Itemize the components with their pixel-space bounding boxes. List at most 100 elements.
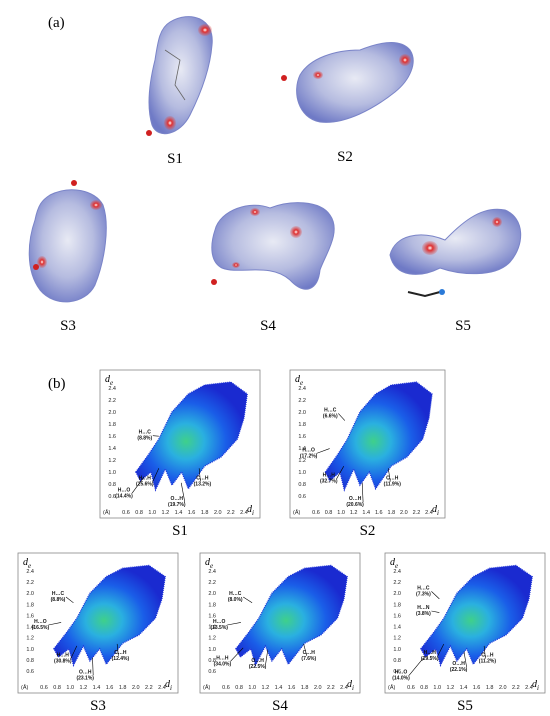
molecule-label: S5 [455, 318, 471, 334]
x-tick-label: 2.0 [314, 685, 322, 691]
contact-percent: (13.2%) [194, 482, 212, 488]
y-tick-label: 1.6 [208, 613, 216, 619]
contact-percent: (22.5%) [249, 664, 267, 670]
y-tick-label: 0.6 [208, 669, 216, 675]
contact-percent: (14.4%) [115, 493, 133, 499]
x-tick-label: 2.2 [227, 510, 235, 516]
axis-symbol: d [23, 557, 29, 568]
contact-label: H…H [323, 473, 336, 479]
contact-label: O…H [79, 669, 92, 675]
x-axis-label: di [432, 504, 439, 517]
arrow [152, 435, 159, 437]
y-tick-label: 2.2 [108, 398, 116, 404]
plot-label: S1 [172, 523, 188, 539]
hirshfeld-surface [28, 180, 107, 303]
x-tick-label: 1.0 [337, 510, 345, 516]
y-tick-label: 2.0 [26, 591, 34, 597]
contact-label: H…C [417, 585, 430, 591]
x-tick-label: 1.8 [388, 510, 396, 516]
x-tick-label: 1.0 [248, 685, 256, 691]
x-axis-label: di [532, 679, 539, 692]
x-tick-label: 0.6 [312, 510, 320, 516]
axis-symbol: d [247, 504, 253, 515]
x-tick-label: 1.4 [460, 685, 468, 691]
x-tick-label: 0.6 [222, 685, 230, 691]
y-tick-label: 1.0 [26, 647, 34, 653]
fingerprint-scatter [420, 564, 533, 668]
x-tick-label: 0.8 [135, 510, 143, 516]
contact-percent: (23.1%) [76, 675, 94, 681]
y-tick-label: 2.4 [108, 386, 116, 392]
molecule-label: S1 [167, 151, 183, 167]
contact-percent: (17.2%) [300, 453, 318, 459]
y-tick-label: 1.2 [26, 636, 34, 642]
fingerprint-plot: 0.6 0.8 1.0 1.2 1.4 1.6 1.8 2.0 2.2 2.4 0.6 0.8 1.0 1… [17, 552, 179, 714]
arrow [65, 596, 74, 604]
x-tick-label: 1.8 [119, 685, 127, 691]
panel-label: (a) [48, 15, 65, 31]
x-tick-label: 2.4 [240, 510, 248, 516]
x-tick-label: 1.4 [175, 510, 183, 516]
x-tick-label: 1.2 [162, 510, 170, 516]
x-tick-label: 0.8 [420, 685, 428, 691]
axis-subscript: i [352, 684, 354, 692]
arrow [227, 622, 241, 626]
x-tick-label: 1.4 [275, 685, 283, 691]
y-tick-label: 2.4 [298, 386, 306, 392]
arrow [48, 622, 62, 626]
fingerprint-plot: 0.6 0.8 1.0 1.2 1.4 1.6 1.8 2.0 2.2 2.4 0.6 0.8 1.0 1… [289, 369, 446, 539]
y-tick-label: 1.2 [208, 636, 216, 642]
contact-label: H…C [139, 430, 152, 436]
contact-label: C…H [481, 653, 494, 659]
contact-percent: (19.7%) [168, 502, 186, 508]
axis-subscript: e [300, 379, 303, 387]
contact-label: C…H [386, 476, 399, 482]
y-tick-label: 0.8 [208, 658, 216, 664]
arrow [361, 482, 364, 503]
y-tick-label: 2.4 [393, 569, 401, 575]
x-tick-label: 1.4 [362, 510, 370, 516]
y-tick-label: 1.8 [208, 602, 216, 608]
y-tick-label: 1.4 [298, 446, 306, 452]
x-tick-label: 1.6 [106, 685, 114, 691]
contact-percent: (3.8%) [416, 611, 431, 617]
y-tick-label: 1.6 [298, 434, 306, 440]
x-tick-label: 1.2 [447, 685, 455, 691]
y-tick-label: 0.8 [298, 482, 306, 488]
molecule-label: S2 [337, 149, 353, 165]
fingerprint-plot: 0.6 0.8 1.0 1.2 1.4 1.6 1.8 2.0 2.2 2.4 0.6 0.8 1.0 1… [384, 552, 546, 714]
y-axis-label: de [295, 374, 303, 387]
y-tick-label: 1.8 [393, 602, 401, 608]
arrow [131, 476, 145, 494]
axis-subscript: e [28, 562, 31, 570]
molecule-label: S3 [60, 318, 76, 334]
x-tick-label: 1.8 [486, 685, 494, 691]
arrow [431, 610, 440, 613]
axis-unit: (Å) [103, 509, 111, 516]
x-tick-label: 1.0 [66, 685, 74, 691]
y-tick-label: 0.6 [393, 669, 401, 675]
arrow [70, 645, 78, 659]
y-tick-label: 0.6 [298, 494, 306, 500]
y-tick-label: 1.8 [108, 422, 116, 428]
plot-label: S5 [457, 698, 473, 714]
x-tick-label: 0.6 [407, 685, 415, 691]
contact-label: O…H [452, 661, 465, 667]
fingerprint-scatter [324, 381, 433, 492]
contact-percent: (11.2%) [479, 659, 497, 665]
panel-label: (b) [48, 376, 66, 392]
contact-label: C…H [114, 650, 127, 656]
fingerprint-plot: 0.6 0.8 1.0 1.2 1.4 1.6 1.8 2.0 2.2 2.4 0.6 0.8 1.0 1… [199, 552, 361, 714]
fingerprint-scatter [135, 381, 248, 492]
contact-label: O…H [251, 658, 264, 664]
contact-percent: (7.6%) [301, 656, 316, 662]
fingerprint-scatter [53, 564, 166, 668]
x-tick-label: 1.4 [93, 685, 101, 691]
contact-label: H…H [139, 476, 152, 482]
y-tick-label: 2.2 [26, 580, 34, 586]
y-tick-label: 1.0 [108, 470, 116, 476]
y-tick-label: 0.6 [108, 494, 116, 500]
axis-symbol: d [205, 557, 211, 568]
x-axis-label: di [347, 679, 354, 692]
y-tick-label: 2.4 [208, 569, 216, 575]
